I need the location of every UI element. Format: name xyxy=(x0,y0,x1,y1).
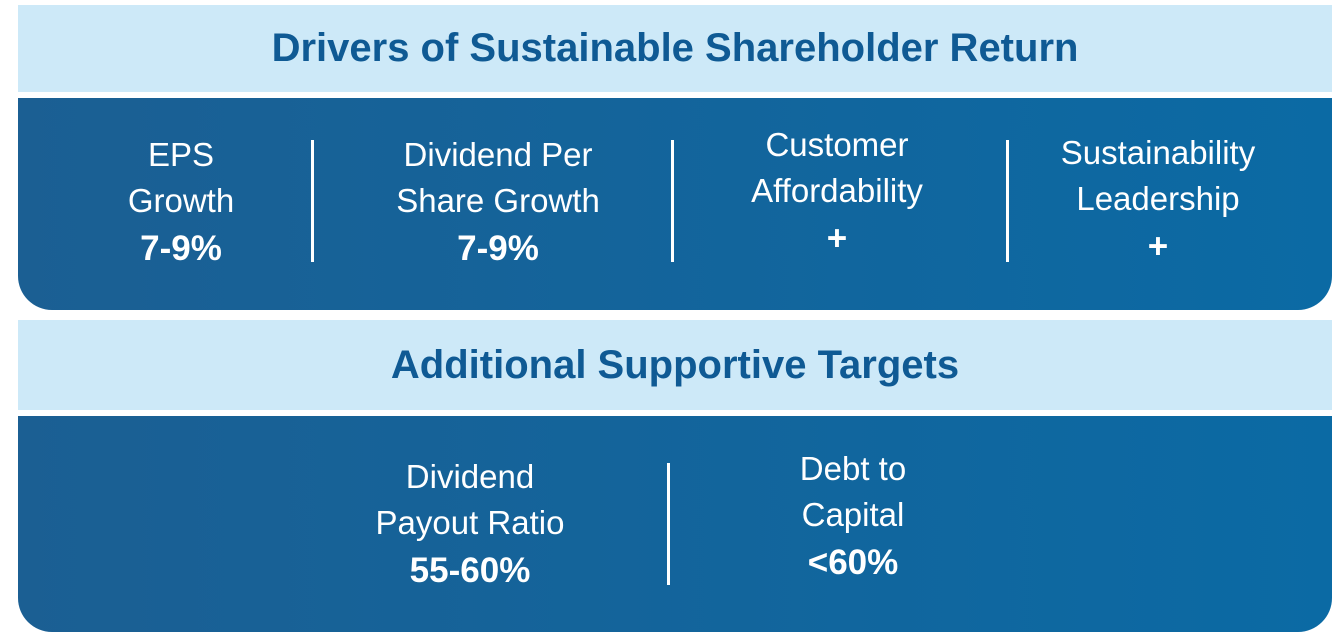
metric-value: 7-9% xyxy=(457,229,539,268)
metric-label: Sustainability xyxy=(1060,134,1256,171)
section-body: EPS Growth 7-9% Dividend Per Share Growth 7-9… xyxy=(18,98,1332,310)
metric-label: Affordability xyxy=(751,172,923,209)
metric-value: 7-9% xyxy=(140,229,222,268)
divider xyxy=(1006,140,1009,262)
metric-value: + xyxy=(826,219,848,258)
metric: Customer Affordability + xyxy=(751,122,923,264)
metric-label: Leadership xyxy=(1076,180,1240,217)
metric-value: <60% xyxy=(807,543,899,582)
metric: Debt to Capital <60% xyxy=(800,446,906,588)
divider xyxy=(667,463,670,585)
section-body: Dividend Payout Ratio 55-60% Debt to Capital… xyxy=(18,416,1332,632)
divider xyxy=(671,140,674,262)
metric-label: Customer xyxy=(765,126,909,163)
metric: EPS Growth 7-9% xyxy=(128,132,234,274)
section-header: Additional Supportive Targets xyxy=(18,320,1332,410)
metric-label: Growth xyxy=(127,182,235,219)
section-header: Drivers of Sustainable Shareholder Retur… xyxy=(18,5,1332,92)
metric-label: Debt to xyxy=(799,450,907,487)
metric: Dividend Per Share Growth 7-9% xyxy=(396,132,600,274)
metric-value: + xyxy=(1147,227,1169,266)
metric-label: Payout Ratio xyxy=(375,504,565,541)
metric-label: Capital xyxy=(801,496,905,533)
divider xyxy=(311,140,314,262)
metric: Sustainability Leadership + xyxy=(1061,130,1255,272)
metric-label: Share Growth xyxy=(396,182,600,219)
metric-label: EPS xyxy=(147,136,215,173)
metric: Dividend Payout Ratio 55-60% xyxy=(376,454,565,596)
metric-label: Dividend Per xyxy=(403,136,593,173)
metric-value: 55-60% xyxy=(409,551,531,590)
metric-label: Dividend xyxy=(405,458,535,495)
